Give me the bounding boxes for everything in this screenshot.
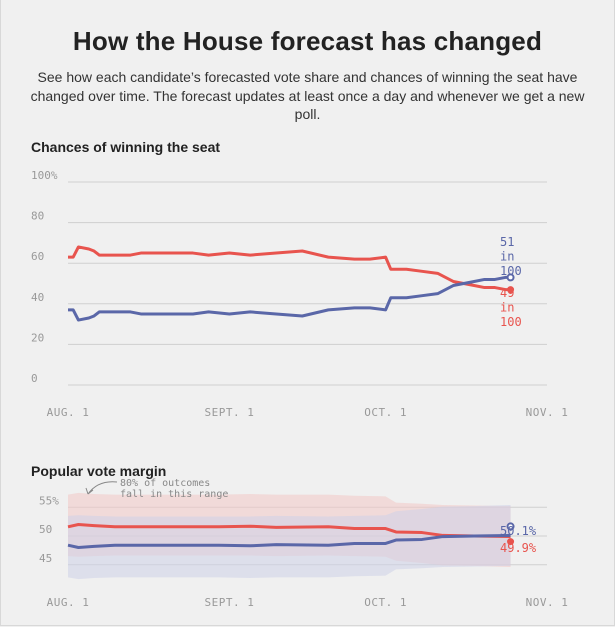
blue-series-line bbox=[67, 533, 511, 549]
x-tick-label: OCT. 1 bbox=[364, 596, 407, 609]
y-tick-label: 55% bbox=[39, 494, 59, 507]
blue-series-line bbox=[68, 275, 511, 322]
x-tick-label: NOV. 1 bbox=[526, 406, 569, 419]
blue-end-label: 100 bbox=[500, 264, 522, 278]
chance-chart-title: Chances of winning the seat bbox=[31, 139, 221, 155]
page-title: How the House forecast has changed bbox=[72, 26, 543, 56]
red-series-line bbox=[67, 523, 511, 539]
y-tick-label: 80 bbox=[31, 210, 44, 223]
band-annotation-text: fall in this range bbox=[120, 489, 228, 500]
y-tick-label: 20 bbox=[31, 331, 44, 344]
blue-uncertainty-band bbox=[68, 504, 511, 580]
y-tick-label: 50 bbox=[39, 523, 52, 536]
red-end-dot bbox=[507, 286, 515, 294]
blue-end-label: in bbox=[500, 250, 514, 264]
blue-end-dot bbox=[506, 273, 515, 282]
y-tick-label: 40 bbox=[31, 291, 44, 304]
blue-end-dot bbox=[506, 522, 515, 531]
vote-chart-title: Popular vote margin bbox=[31, 463, 167, 479]
x-tick-label: AUG. 1 bbox=[47, 596, 90, 609]
x-tick-label: SEPT. 1 bbox=[204, 596, 254, 609]
page-subtitle: See how each candidate’s forecasted vote… bbox=[30, 69, 585, 122]
red-end-label: in bbox=[500, 301, 514, 315]
y-tick-label: 60 bbox=[31, 250, 44, 263]
x-tick-label: NOV. 1 bbox=[526, 596, 569, 609]
y-tick-label: 0 bbox=[31, 372, 38, 385]
blue-end-label: 50.1% bbox=[500, 524, 537, 538]
blue-end-label: 51 bbox=[500, 235, 514, 249]
band-annotation-text: 80% of outcomes bbox=[120, 478, 210, 489]
x-tick-label: AUG. 1 bbox=[47, 406, 90, 419]
red-end-label: 100 bbox=[500, 315, 522, 329]
y-tick-label: 100% bbox=[31, 169, 58, 182]
red-end-label: 49.9% bbox=[500, 541, 537, 555]
x-tick-label: SEPT. 1 bbox=[204, 406, 254, 419]
x-tick-label: OCT. 1 bbox=[364, 406, 407, 419]
red-end-label: 49 bbox=[500, 286, 514, 300]
red-end-dot bbox=[507, 538, 515, 546]
y-tick-label: 45 bbox=[39, 552, 52, 565]
annotation-arrow bbox=[85, 481, 118, 495]
